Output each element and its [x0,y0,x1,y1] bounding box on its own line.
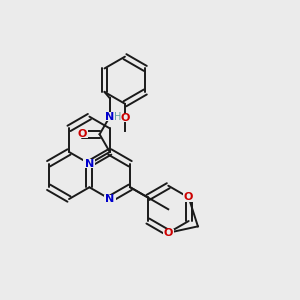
FancyBboxPatch shape [83,159,95,168]
FancyBboxPatch shape [116,114,134,122]
FancyBboxPatch shape [163,229,173,237]
Text: O: O [164,228,173,238]
FancyBboxPatch shape [103,112,116,121]
Text: N: N [85,159,94,169]
FancyBboxPatch shape [104,195,116,204]
FancyBboxPatch shape [77,130,88,139]
FancyBboxPatch shape [114,113,121,120]
Text: O: O [78,129,87,139]
Text: H: H [114,112,121,122]
Text: O: O [120,113,130,123]
Text: O: O [184,193,194,202]
Text: N: N [105,112,114,122]
FancyBboxPatch shape [183,193,194,202]
Text: N: N [105,194,114,204]
